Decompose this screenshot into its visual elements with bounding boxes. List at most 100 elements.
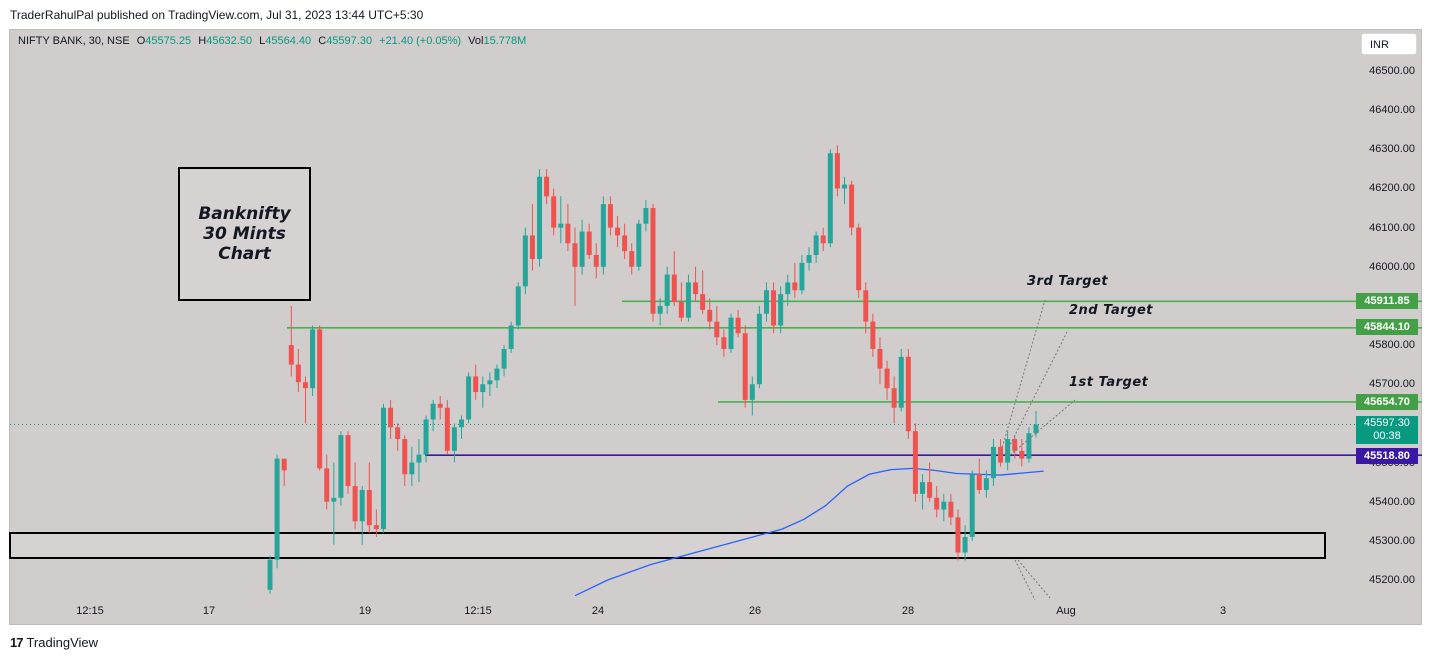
candle-body — [409, 462, 415, 475]
candle-body — [806, 255, 812, 263]
candle — [1019, 439, 1025, 467]
candle-body — [763, 290, 769, 314]
y-tick-label: 46100.00 — [1369, 221, 1415, 234]
moving-average-line — [574, 467, 1044, 597]
candle-body — [352, 486, 358, 522]
y-tick-label: 46300.00 — [1369, 143, 1415, 156]
candle-body — [480, 384, 486, 393]
x-tick-label: 12:15 — [464, 605, 492, 617]
candle-body — [1012, 439, 1018, 451]
candle — [934, 486, 940, 518]
target-2-label: 2nd Target — [1069, 303, 1153, 318]
candle-body — [976, 474, 982, 490]
candle — [976, 458, 982, 494]
legend-change: +21.40 (+0.05%) — [379, 35, 462, 47]
candle — [742, 325, 748, 408]
candle — [813, 231, 819, 263]
candle — [792, 262, 798, 299]
annotation-box[interactable]: Banknifty 30 Mints Chart — [178, 167, 311, 301]
candle — [416, 439, 422, 483]
candle-body — [728, 317, 734, 349]
candle — [969, 470, 975, 541]
candle — [430, 399, 436, 432]
candle-body — [302, 382, 308, 389]
candle-body — [430, 403, 436, 420]
candle-body — [572, 243, 578, 267]
candle-body — [558, 223, 564, 228]
candle — [785, 274, 791, 306]
candle-body — [607, 204, 613, 228]
candle-body — [934, 497, 940, 510]
candle — [338, 431, 344, 506]
y-tick-label: 45200.00 — [1369, 574, 1415, 586]
candle — [849, 180, 855, 236]
footer-brand: TradingView — [26, 635, 99, 650]
annotation-text: Banknifty 30 Mints Chart — [198, 204, 291, 264]
candle — [324, 454, 330, 510]
target-arrow — [1014, 559, 1036, 601]
x-tick-label: 12:15 — [76, 605, 104, 617]
candle-body — [990, 446, 996, 479]
candle — [820, 227, 826, 252]
candle-body — [756, 313, 762, 385]
candle — [494, 364, 500, 389]
candle — [267, 555, 273, 594]
candle-body — [842, 184, 847, 189]
x-tick-label: 28 — [901, 605, 915, 617]
candle — [451, 423, 457, 463]
candle-body — [891, 388, 897, 408]
candle — [359, 486, 365, 545]
candle-body — [678, 302, 684, 318]
candle — [735, 309, 741, 338]
candle-body — [898, 356, 904, 408]
candle — [487, 372, 493, 396]
candle — [834, 145, 840, 197]
candle — [551, 188, 557, 236]
candle — [778, 286, 784, 334]
candle-body — [813, 235, 819, 256]
candle-body — [657, 305, 663, 314]
candle-body — [905, 356, 911, 432]
candle-body — [664, 274, 670, 306]
candle-body — [948, 501, 954, 518]
candle-body — [274, 458, 280, 560]
candle — [990, 439, 996, 487]
candle — [515, 282, 521, 330]
currency-button[interactable]: INR — [1361, 33, 1417, 55]
target-arrow — [1004, 329, 1069, 456]
candle — [714, 305, 720, 346]
candle — [856, 223, 862, 299]
candle — [927, 462, 933, 502]
candle — [529, 204, 535, 271]
target-arrow — [1017, 559, 1051, 599]
candle — [501, 345, 507, 377]
candle-body — [884, 368, 890, 389]
candle — [317, 325, 323, 471]
candle — [473, 364, 479, 400]
publisher-line: TraderRahulPal published on TradingView.… — [10, 8, 424, 22]
candle-body — [508, 325, 514, 349]
candle-body — [863, 290, 869, 322]
candle-body — [473, 376, 479, 393]
legend-low-label: L — [259, 35, 266, 47]
candle-body — [1033, 424, 1039, 434]
candle — [728, 313, 734, 353]
candle-body — [920, 482, 926, 494]
footer: 17 TradingView — [10, 635, 98, 650]
last-price: 45597.30 — [1364, 417, 1410, 429]
candle-body — [317, 329, 323, 469]
candle — [983, 470, 989, 498]
candle — [480, 376, 486, 408]
candle-body — [955, 517, 961, 553]
candle-body — [650, 208, 656, 314]
candle — [650, 204, 656, 322]
candle — [572, 227, 578, 306]
target-arrow — [999, 299, 1046, 456]
x-tick-label: 19 — [358, 605, 372, 617]
candle-body — [636, 223, 642, 267]
y-tick-label: 46500.00 — [1369, 65, 1415, 77]
candle-body — [827, 153, 833, 244]
candle — [806, 247, 812, 271]
bar-countdown: 00:38 — [1373, 430, 1401, 442]
